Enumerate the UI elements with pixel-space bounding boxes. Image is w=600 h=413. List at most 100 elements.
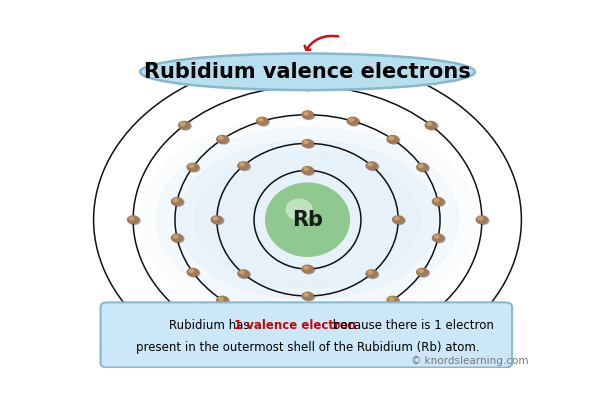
Circle shape <box>433 198 443 205</box>
Circle shape <box>302 349 313 357</box>
Circle shape <box>179 121 190 129</box>
Circle shape <box>173 199 184 206</box>
Circle shape <box>217 135 228 143</box>
Circle shape <box>188 164 200 172</box>
Circle shape <box>389 137 394 140</box>
Circle shape <box>367 271 379 278</box>
Text: Rb: Rb <box>292 210 323 230</box>
Circle shape <box>188 269 200 277</box>
Circle shape <box>418 164 429 172</box>
Circle shape <box>304 293 314 301</box>
Circle shape <box>172 198 182 205</box>
Circle shape <box>302 54 313 61</box>
Circle shape <box>349 316 353 318</box>
Circle shape <box>302 140 313 147</box>
Circle shape <box>128 216 139 223</box>
Circle shape <box>259 316 263 318</box>
Circle shape <box>349 118 360 126</box>
Circle shape <box>367 163 379 171</box>
Circle shape <box>219 137 223 140</box>
Circle shape <box>180 122 191 130</box>
Circle shape <box>347 314 358 322</box>
Circle shape <box>304 83 308 86</box>
Circle shape <box>304 266 308 269</box>
Circle shape <box>394 217 405 225</box>
Circle shape <box>304 83 314 91</box>
Circle shape <box>187 164 199 171</box>
Ellipse shape <box>178 140 438 299</box>
Circle shape <box>418 269 429 277</box>
Circle shape <box>239 271 250 278</box>
Circle shape <box>427 122 438 130</box>
Circle shape <box>389 297 394 300</box>
Circle shape <box>238 270 249 278</box>
Circle shape <box>427 311 431 314</box>
Circle shape <box>212 217 224 225</box>
Circle shape <box>347 117 358 125</box>
Circle shape <box>392 216 404 223</box>
Circle shape <box>427 311 438 319</box>
Circle shape <box>180 311 191 319</box>
Circle shape <box>304 266 314 274</box>
Text: Rubidium has 1 valence electron because there is 1 electron: Rubidium has 1 valence electron because … <box>128 319 487 332</box>
Circle shape <box>395 217 399 220</box>
Circle shape <box>211 216 223 223</box>
Circle shape <box>387 135 398 143</box>
Text: © knordslearning.com: © knordslearning.com <box>411 356 529 366</box>
Circle shape <box>259 119 263 121</box>
Circle shape <box>304 322 308 325</box>
Circle shape <box>349 119 353 121</box>
Circle shape <box>478 217 482 220</box>
Ellipse shape <box>266 183 349 256</box>
Circle shape <box>302 292 313 300</box>
Circle shape <box>173 199 178 202</box>
Ellipse shape <box>286 199 312 220</box>
Circle shape <box>239 163 250 171</box>
Circle shape <box>258 316 269 323</box>
Circle shape <box>217 296 228 304</box>
Circle shape <box>181 123 185 126</box>
Circle shape <box>187 268 199 276</box>
Circle shape <box>240 163 244 166</box>
Circle shape <box>214 217 218 220</box>
FancyBboxPatch shape <box>101 302 512 368</box>
Circle shape <box>416 164 428 171</box>
Circle shape <box>304 350 314 358</box>
Circle shape <box>257 314 268 322</box>
Circle shape <box>129 217 140 225</box>
Circle shape <box>258 118 269 126</box>
Circle shape <box>434 199 439 202</box>
Circle shape <box>425 121 436 129</box>
Circle shape <box>302 166 313 174</box>
Circle shape <box>366 270 377 278</box>
Circle shape <box>302 111 313 119</box>
Circle shape <box>179 310 190 318</box>
Circle shape <box>304 112 308 115</box>
Circle shape <box>189 164 193 167</box>
Circle shape <box>304 293 308 296</box>
Circle shape <box>419 269 423 272</box>
Circle shape <box>219 297 223 300</box>
Circle shape <box>172 234 182 242</box>
Circle shape <box>304 168 314 175</box>
Circle shape <box>304 351 308 354</box>
Circle shape <box>304 112 314 119</box>
Text: present in the outermost shell of the Rubidium (Rb) atom.: present in the outermost shell of the Ru… <box>136 341 479 354</box>
Ellipse shape <box>157 128 458 312</box>
Circle shape <box>366 162 377 170</box>
Text: Rubidium valence electrons: Rubidium valence electrons <box>144 62 471 82</box>
Circle shape <box>130 217 134 220</box>
Text: Rubidium has: Rubidium has <box>169 319 253 332</box>
Circle shape <box>434 199 445 206</box>
Circle shape <box>302 82 313 90</box>
Circle shape <box>238 162 249 170</box>
Ellipse shape <box>138 116 477 323</box>
Circle shape <box>389 297 400 305</box>
Circle shape <box>389 136 400 144</box>
Circle shape <box>173 235 184 243</box>
Circle shape <box>419 164 423 167</box>
Circle shape <box>181 311 185 314</box>
Circle shape <box>349 316 360 323</box>
Circle shape <box>218 136 229 144</box>
Circle shape <box>368 163 373 166</box>
